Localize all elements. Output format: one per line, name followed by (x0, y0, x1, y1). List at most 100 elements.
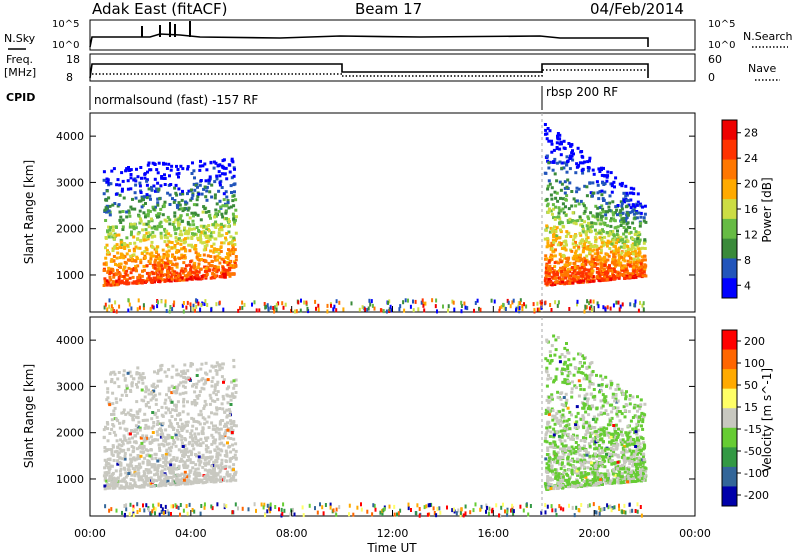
data-cell (190, 400, 194, 404)
data-cell (402, 300, 405, 305)
data-cell (609, 232, 613, 236)
data-cell (586, 227, 590, 231)
data-cell (637, 417, 640, 421)
data-cell (633, 240, 637, 244)
colorbar-tick-label: 8 (744, 254, 751, 267)
data-cell (213, 471, 217, 475)
data-cell (185, 475, 189, 479)
data-cell (613, 270, 617, 273)
data-cell (609, 171, 613, 175)
data-cell (612, 268, 616, 271)
data-cell (637, 253, 641, 257)
data-cell (592, 221, 596, 225)
data-cell (544, 254, 548, 258)
data-cell (436, 309, 438, 314)
data-cell (572, 238, 576, 242)
data-cell (140, 176, 143, 180)
data-cell (598, 170, 602, 173)
data-cell (588, 301, 590, 306)
nsearch-label: N.Search (743, 30, 793, 43)
data-cell (614, 176, 618, 180)
data-cell (144, 385, 148, 389)
data-cell (113, 477, 117, 481)
data-cell (584, 277, 587, 281)
data-cell (618, 307, 621, 312)
data-cell (338, 300, 341, 305)
data-cell (220, 164, 224, 168)
data-cell (220, 228, 224, 232)
data-cell (543, 279, 547, 283)
data-cell (619, 224, 623, 227)
data-cell (549, 430, 553, 434)
data-cell (231, 429, 235, 433)
data-cell (198, 164, 202, 168)
data-cell (548, 264, 552, 268)
data-cell (198, 168, 202, 172)
data-cell (109, 226, 113, 229)
data-cell (626, 474, 630, 478)
data-cell (544, 412, 548, 415)
data-cell (128, 168, 132, 172)
data-cell (181, 410, 185, 414)
data-cell (136, 431, 140, 435)
data-cell (132, 414, 136, 417)
data-cell (168, 435, 172, 439)
data-cell (111, 228, 115, 232)
data-cell (221, 362, 225, 366)
data-cell (627, 247, 631, 251)
data-cell (478, 306, 480, 311)
data-cell (185, 305, 188, 310)
data-cell (212, 467, 216, 471)
data-cell (133, 241, 137, 245)
data-cell (556, 199, 560, 203)
data-cell (169, 168, 173, 172)
data-cell (228, 465, 232, 469)
data-cell (582, 279, 586, 283)
data-cell (515, 308, 517, 313)
data-cell (574, 244, 578, 247)
data-cell (146, 461, 150, 465)
data-cell (621, 238, 625, 242)
data-cell (618, 256, 621, 260)
data-cell (104, 380, 108, 384)
data-cell (556, 136, 560, 140)
data-cell (133, 222, 137, 226)
data-cell (503, 306, 506, 311)
data-cell (106, 178, 110, 182)
data-cell (143, 254, 147, 258)
data-cell (128, 214, 132, 218)
data-cell (583, 256, 587, 260)
data-cell (157, 300, 159, 305)
data-cell (183, 470, 187, 474)
cpid-segment-1: normalsound (fast) -157 RF (94, 93, 258, 107)
data-cell (186, 376, 190, 380)
data-cell (175, 456, 179, 460)
data-cell (152, 424, 156, 428)
data-cell (573, 421, 577, 425)
data-cell (229, 205, 233, 209)
data-cell (209, 160, 213, 164)
data-cell (122, 411, 125, 414)
data-cell (187, 189, 191, 193)
data-cell (576, 450, 580, 454)
data-cell (105, 479, 109, 483)
data-cell (596, 191, 600, 195)
data-cell (226, 474, 230, 478)
data-cell (197, 192, 201, 196)
data-cell (571, 211, 575, 215)
data-cell (558, 360, 562, 364)
data-cell (609, 277, 613, 281)
data-cell (104, 425, 107, 429)
data-cell (629, 419, 633, 423)
data-cell (190, 245, 194, 249)
data-cell (172, 463, 176, 467)
data-cell (574, 386, 578, 390)
nave-label: Nave (748, 62, 776, 75)
data-cell (177, 201, 181, 205)
data-cell (151, 431, 155, 434)
data-cell (620, 201, 624, 205)
data-cell (105, 189, 109, 193)
data-cell (269, 305, 272, 310)
data-cell (563, 272, 567, 275)
data-cell (137, 478, 141, 482)
